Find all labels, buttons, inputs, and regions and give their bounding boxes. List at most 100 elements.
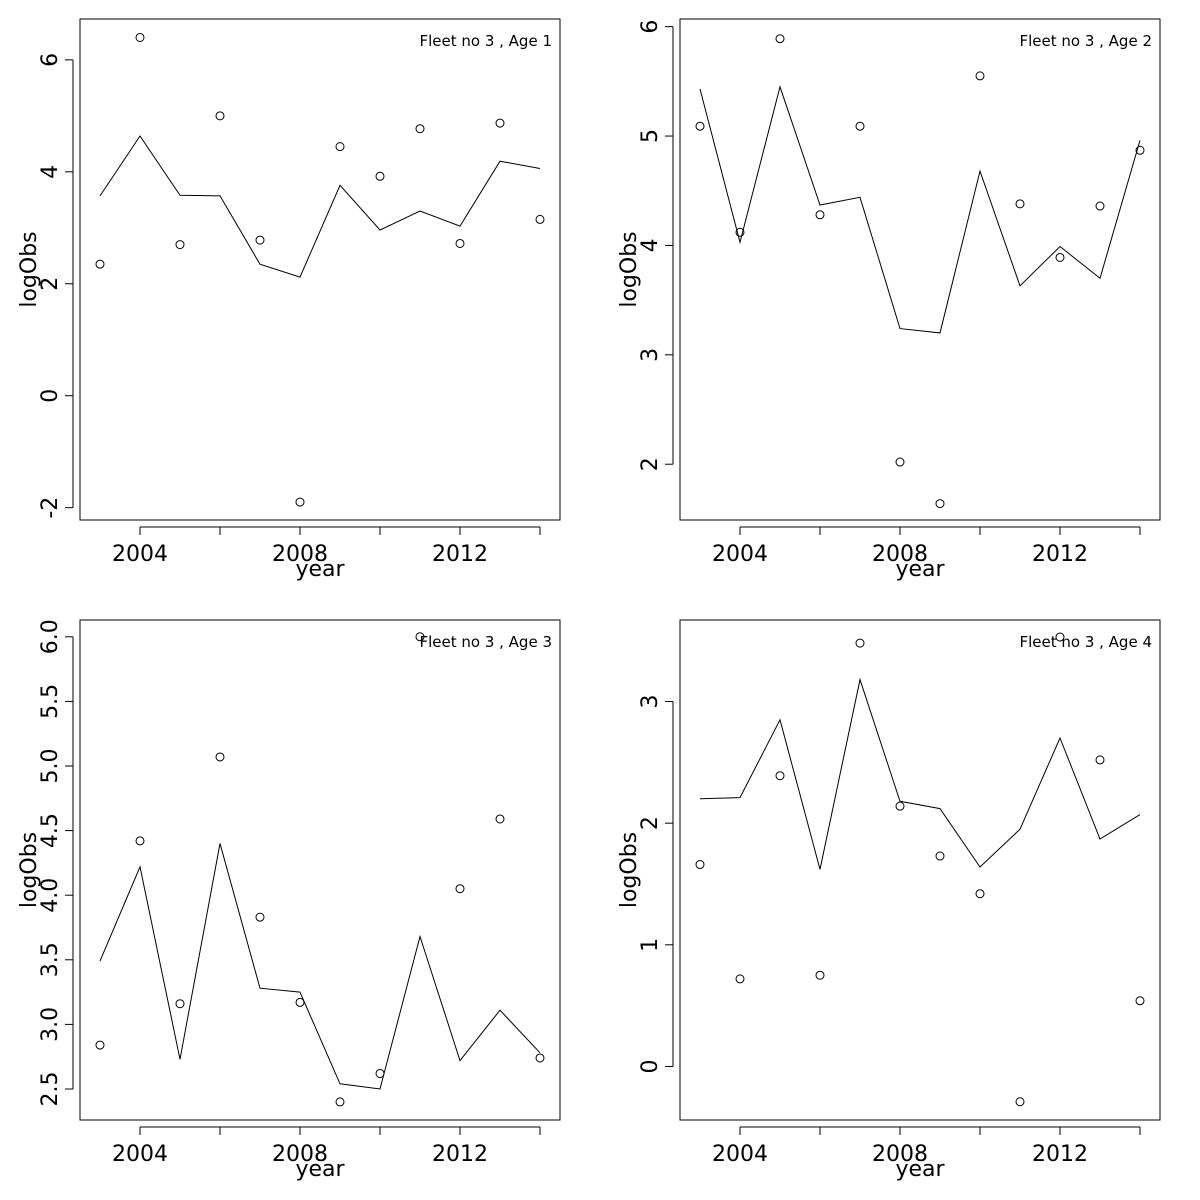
x-tick-label: 2012 [1032,1142,1088,1167]
x-tick-label: 2012 [432,1142,488,1167]
panel-1: 2004 2008 2012 -2 0 2 4 6 year logObs Fleet no 3 ,… [17,18,561,582]
observation-point [1135,145,1145,155]
y-tick-label: 2 [638,457,663,471]
y-axis-label: logObs [17,231,42,307]
observation-point [175,240,185,250]
fitted-line [99,135,541,278]
observation-point [975,71,985,81]
observation-point [735,227,745,237]
plot-frame [679,619,1161,1121]
x-tick-label: 2012 [432,542,488,567]
observation-point [975,889,985,899]
y-tick-label: 3.0 [38,1007,63,1042]
observation-point [775,771,785,781]
y-axis-label: logObs [617,832,642,908]
x-axis-label: year [295,557,345,582]
x-axis-label: year [895,1157,945,1182]
y-tick-label: 5.0 [38,748,63,783]
y-tick-label: 3 [638,695,663,709]
observation-point [215,111,225,121]
observation-point [895,801,905,811]
observation-point [95,1040,105,1050]
y-tick-label: 2 [38,277,63,291]
observation-point [1095,201,1105,211]
observation-point [335,1097,345,1107]
observation-point [455,238,465,248]
observation-point [895,457,905,467]
x-tick-label: 2004 [712,1142,768,1167]
observation-point [95,259,105,269]
observation-point [1095,755,1105,765]
observation-point [415,124,425,134]
y-tick-label: -2 [38,497,63,519]
y-axis-label: logObs [617,231,642,307]
observation-point [535,1053,545,1063]
observation-point [855,638,865,648]
fitted-line [699,677,1141,870]
observation-point [935,499,945,509]
observation-point [735,974,745,984]
panel-title: Fleet no 3 , Age 2 [1019,32,1152,50]
observation-point [335,142,345,152]
observation-point [855,121,865,131]
y-tick-label: 2.5 [38,1071,63,1106]
x-tick-label: 2004 [112,1142,168,1167]
observation-point [375,1068,385,1078]
observation-point [1015,1097,1025,1107]
panel-3: 2004 2008 2012 2.5 3.0 3.5 4.0 4.5 5.0 5.5 6.0 year… [17,619,561,1182]
observation-point [1135,996,1145,1006]
y-tick-label: 4.5 [38,813,63,848]
y-tick-label: 5.5 [38,684,63,719]
y-tick-label: 0 [638,1059,663,1073]
observation-point [255,235,265,245]
observation-point [695,121,705,131]
x-tick-label: 2004 [712,542,768,567]
panel-title: Fleet no 3 , Age 3 [419,633,552,651]
y-tick-label: 6 [638,20,663,34]
observation-point [175,999,185,1009]
observation-point [815,970,825,980]
observation-point [415,632,425,642]
plot-frame [79,619,561,1121]
x-tick-label: 2008 [272,542,328,567]
y-tick-label: 3 [638,348,663,362]
y-tick-label: 0 [38,389,63,403]
y-tick-label: 6.0 [38,619,63,654]
observation-point [455,884,465,894]
y-tick-label: 4 [38,165,63,179]
panel-2: 2004 2008 2012 2 3 4 5 6 year logObs Fleet no 3 , … [617,18,1161,582]
panel-title: Fleet no 3 , Age 4 [1019,633,1152,651]
observation-point [815,210,825,220]
y-tick-label: 3.5 [38,942,63,977]
fitted-line [99,843,541,1090]
observation-point [495,814,505,824]
y-tick-label: 6 [38,53,63,67]
panel-title: Fleet no 3 , Age 1 [419,32,552,50]
observation-point [255,912,265,922]
observation-point [495,118,505,128]
plot-frame [79,18,561,521]
x-axis-label: year [295,1157,345,1182]
x-tick-label: 2008 [872,542,928,567]
x-axis-label: year [895,557,945,582]
plot-frame [679,18,1161,521]
y-tick-label: 4.0 [38,878,63,913]
observation-point [1015,199,1025,209]
x-tick-label: 2004 [112,542,168,567]
x-tick-label: 2008 [872,1142,928,1167]
observation-point [135,32,145,42]
x-tick-label: 2012 [1032,542,1088,567]
y-axis-label: logObs [17,832,42,908]
observation-point [535,214,545,224]
x-tick-label: 2008 [272,1142,328,1167]
y-tick-label: 5 [638,129,663,143]
observation-point [135,836,145,846]
observation-point [695,860,705,870]
observation-point [1055,632,1065,642]
y-tick-label: 1 [638,938,663,952]
observation-point [1055,252,1065,262]
observation-point [375,171,385,181]
y-tick-label: 4 [638,238,663,252]
